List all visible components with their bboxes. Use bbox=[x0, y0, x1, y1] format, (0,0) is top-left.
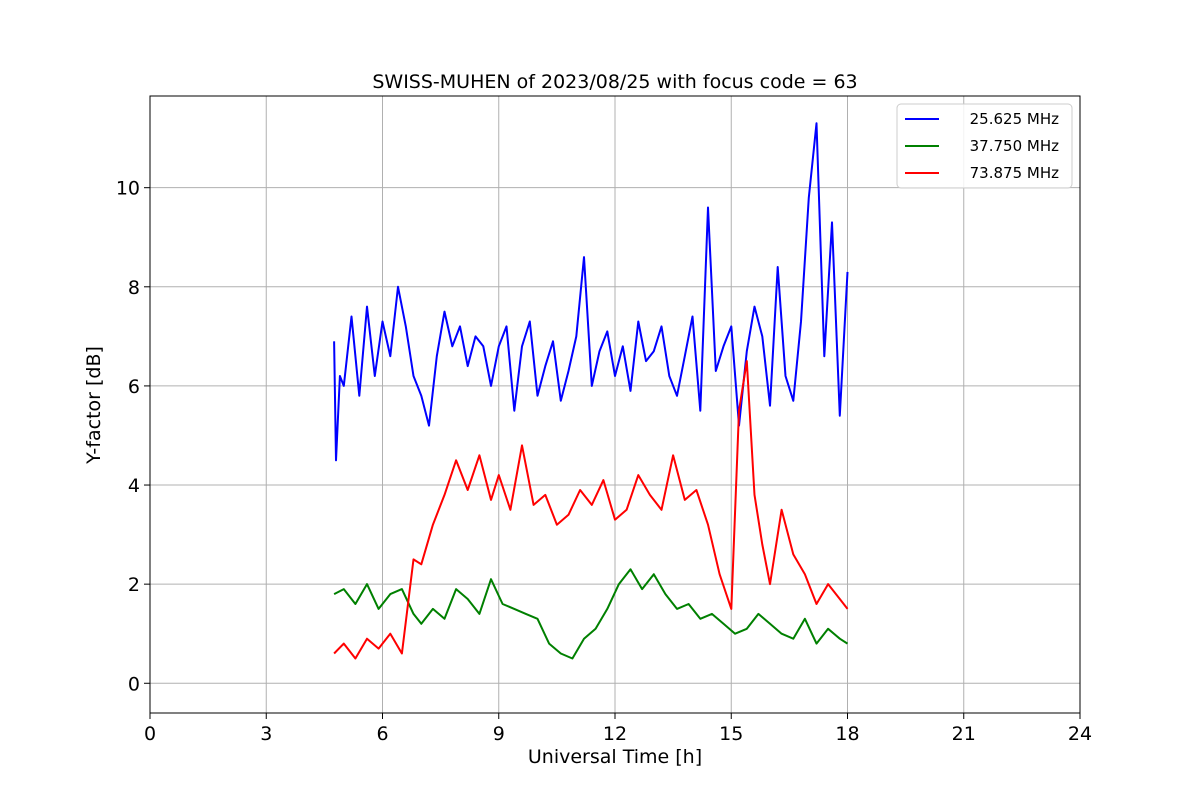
x-tick-label: 15 bbox=[719, 723, 743, 745]
x-tick-label: 9 bbox=[493, 723, 505, 745]
y-tick-label: 4 bbox=[128, 475, 140, 497]
x-tick-label: 21 bbox=[952, 723, 976, 745]
legend-label-1: 25.625 MHz bbox=[970, 110, 1059, 128]
y-tick-label: 0 bbox=[128, 673, 140, 695]
x-tick-label: 18 bbox=[835, 723, 859, 745]
x-tick-label: 6 bbox=[376, 723, 388, 745]
y-tick-label: 2 bbox=[128, 574, 140, 596]
y-tick-label: 10 bbox=[116, 178, 140, 200]
y-axis-label: Y-factor [dB] bbox=[83, 346, 105, 465]
legend-label-3: 73.875 MHz bbox=[970, 164, 1059, 182]
x-axis-label: Universal Time [h] bbox=[528, 746, 702, 768]
y-tick-label: 8 bbox=[128, 277, 140, 299]
x-tick-label: 24 bbox=[1068, 723, 1092, 745]
x-tick-label: 0 bbox=[144, 723, 156, 745]
legend-label-2: 37.750 MHz bbox=[970, 137, 1059, 155]
chart-title: SWISS-MUHEN of 2023/08/25 with focus cod… bbox=[372, 71, 857, 93]
x-tick-label: 12 bbox=[603, 723, 627, 745]
y-tick-label: 6 bbox=[128, 376, 140, 398]
legend: 25.625 MHz 37.750 MHz 73.875 MHz bbox=[897, 104, 1072, 188]
x-tick-label: 3 bbox=[260, 723, 272, 745]
